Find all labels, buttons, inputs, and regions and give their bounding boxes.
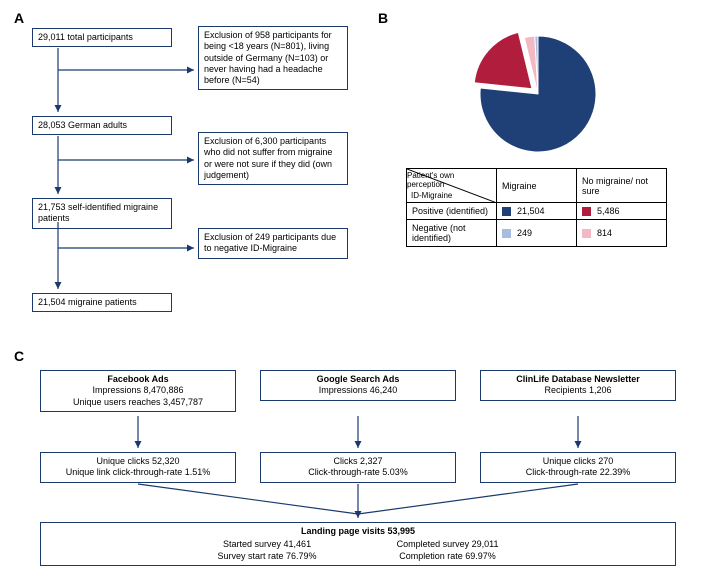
- a-box-selfid: 21,753 self-identified migraine patients: [32, 198, 172, 229]
- a-ex-1: Exclusion of 958 participants for being …: [198, 26, 348, 90]
- c-gg-mid: Clicks 2,327 Click-through-rate 5.03%: [260, 452, 456, 483]
- legend-diag-top: Patient's own perception: [407, 171, 492, 189]
- legend-col-migraine: Migraine: [497, 169, 577, 203]
- c-cl-mid: Unique clicks 270 Click-through-rate 22.…: [480, 452, 676, 483]
- panel-label-b: B: [378, 10, 388, 26]
- pie-chart: [468, 24, 588, 144]
- legend-row-positive: Positive (identified): [407, 203, 497, 220]
- legend-r2c1: 249: [497, 220, 577, 247]
- legend-val-r1c2: 5,486: [597, 206, 620, 216]
- a-box-adults: 28,053 German adults: [32, 116, 172, 135]
- c-land-title: Landing page visits 53,995: [301, 526, 415, 536]
- c-fb2-l1: Unique clicks 52,320: [96, 456, 179, 466]
- legend-val-r2c1: 249: [517, 228, 532, 238]
- legend-val-r2c2: 814: [597, 228, 612, 238]
- a-ex-3: Exclusion of 249 participants due to neg…: [198, 228, 348, 259]
- c-cl2-l1: Unique clicks 270: [543, 456, 614, 466]
- c-gg2-l1: Clicks 2,327: [333, 456, 382, 466]
- legend-r1c1: 21,504: [497, 203, 577, 220]
- c-cl-top: ClinLife Database Newsletter Recipients …: [480, 370, 676, 401]
- legend-row-negative: Negative (not identified): [407, 220, 497, 247]
- a-box-final: 21,504 migraine patients: [32, 293, 172, 312]
- c-gg2-l2: Click-through-rate 5.03%: [308, 467, 408, 477]
- c-fb-mid: Unique clicks 52,320 Unique link click-t…: [40, 452, 236, 483]
- c-gg-top: Google Search Ads Impressions 46,240: [260, 370, 456, 401]
- c-land-l2: Survey start rate 76.79%: [218, 551, 317, 561]
- c-cl2-l2: Click-through-rate 22.39%: [526, 467, 631, 477]
- legend-diag-cell: Patient's own perception ID-Migraine: [407, 169, 497, 203]
- c-gg-l1: Impressions 46,240: [319, 385, 398, 395]
- figure-root: A B C 29,011 total participants 28,053 G…: [8, 8, 701, 570]
- legend-r2c2: 814: [577, 220, 667, 247]
- a-ex-2: Exclusion of 6,300 participants who did …: [198, 132, 348, 185]
- c-fb2-l2: Unique link click-through-rate 1.51%: [66, 467, 211, 477]
- c-land-l1: Started survey 41,461: [223, 539, 311, 549]
- c-fb-l1: Impressions 8,470,886: [92, 385, 183, 395]
- c-land-r1: Completed survey 29,011: [397, 539, 499, 549]
- c-landing: Landing page visits 53,995 Started surve…: [40, 522, 676, 566]
- legend-r1c2: 5,486: [577, 203, 667, 220]
- legend-table: Patient's own perception ID-Migraine Mig…: [406, 168, 667, 247]
- legend-col-nomigraine: No migraine/ not sure: [577, 169, 667, 203]
- c-gg-title: Google Search Ads: [317, 374, 400, 384]
- c-fb-l2: Unique users reaches 3,457,787: [73, 397, 203, 407]
- a-box-total: 29,011 total participants: [32, 28, 172, 47]
- legend-diag-bottom: ID-Migraine: [411, 191, 452, 200]
- c-cl-title: ClinLife Database Newsletter: [516, 374, 640, 384]
- c-land-r2: Completion rate 69.97%: [399, 551, 496, 561]
- c-fb-title: Facebook Ads: [107, 374, 168, 384]
- c-cl-l1: Recipients 1,206: [544, 385, 611, 395]
- panel-label-c: C: [14, 348, 24, 364]
- c-fb-top: Facebook Ads Impressions 8,470,886 Uniqu…: [40, 370, 236, 412]
- legend-val-r1c1: 21,504: [517, 206, 545, 216]
- panel-label-a: A: [14, 10, 24, 26]
